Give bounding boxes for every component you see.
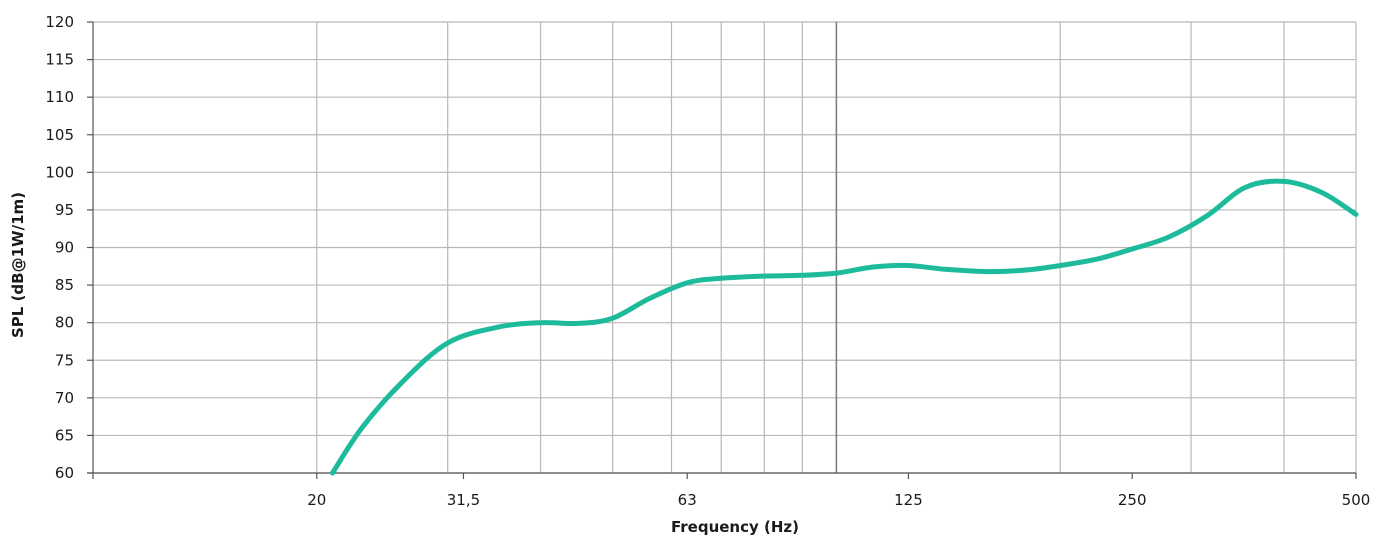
y-tick-label: 115 xyxy=(45,51,74,69)
x-tick-label: 500 xyxy=(1342,491,1371,509)
data-point xyxy=(943,267,948,272)
data-point xyxy=(359,425,364,430)
data-point xyxy=(1130,247,1135,252)
y-tick-label: 120 xyxy=(45,13,74,31)
data-point xyxy=(1282,179,1287,184)
data-point xyxy=(399,380,404,385)
y-tick-label: 105 xyxy=(45,126,74,144)
data-point xyxy=(495,325,500,330)
data-point xyxy=(647,296,652,301)
data-point xyxy=(1243,185,1248,190)
x-tick-label: 31,5 xyxy=(447,491,480,509)
series-group xyxy=(330,178,1359,476)
data-point xyxy=(685,280,690,285)
data-point xyxy=(986,269,991,274)
y-axis-label: SPL (dB@1W/1m) xyxy=(9,192,27,338)
grid xyxy=(87,21,1357,479)
x-axis-label: Frequency (Hz) xyxy=(671,518,799,536)
data-point xyxy=(834,271,839,276)
x-tick-label: 125 xyxy=(894,491,923,509)
y-tick-label: 100 xyxy=(45,163,74,181)
spl-series-line xyxy=(330,178,1359,476)
data-point xyxy=(330,471,335,476)
data-point xyxy=(445,341,450,346)
data-point xyxy=(1058,263,1063,268)
y-tick-label: 70 xyxy=(55,389,74,407)
y-tick-label: 80 xyxy=(55,314,74,332)
x-tick-label: 63 xyxy=(678,491,697,509)
data-point xyxy=(1024,268,1029,273)
y-tick-label: 110 xyxy=(45,88,74,106)
data-point xyxy=(1320,190,1325,195)
data-point xyxy=(1166,235,1171,240)
y-tick-label: 95 xyxy=(55,201,74,219)
data-point xyxy=(871,265,876,270)
y-tick-label: 75 xyxy=(55,351,74,369)
x-axis-ticks: 20 31,5 63 125 250 500 xyxy=(307,473,1370,509)
data-point xyxy=(719,276,724,281)
y-tick-label: 85 xyxy=(55,276,74,294)
data-point xyxy=(1096,256,1101,261)
data-point xyxy=(1204,213,1209,218)
data-point xyxy=(610,316,615,321)
x-tick-label: 20 xyxy=(307,491,326,509)
x-tick-label: 250 xyxy=(1118,491,1147,509)
data-point xyxy=(576,321,581,326)
y-tick-label: 60 xyxy=(55,464,74,482)
data-point xyxy=(1354,212,1359,217)
data-point xyxy=(800,273,805,278)
data-point xyxy=(538,320,543,325)
y-tick-label: 90 xyxy=(55,239,74,257)
y-axis-ticks: 60 65 70 75 80 85 90 95 100 105 110 115 120 xyxy=(45,13,93,482)
data-point xyxy=(906,263,911,268)
data-point xyxy=(762,274,767,279)
y-tick-label: 65 xyxy=(55,426,74,444)
